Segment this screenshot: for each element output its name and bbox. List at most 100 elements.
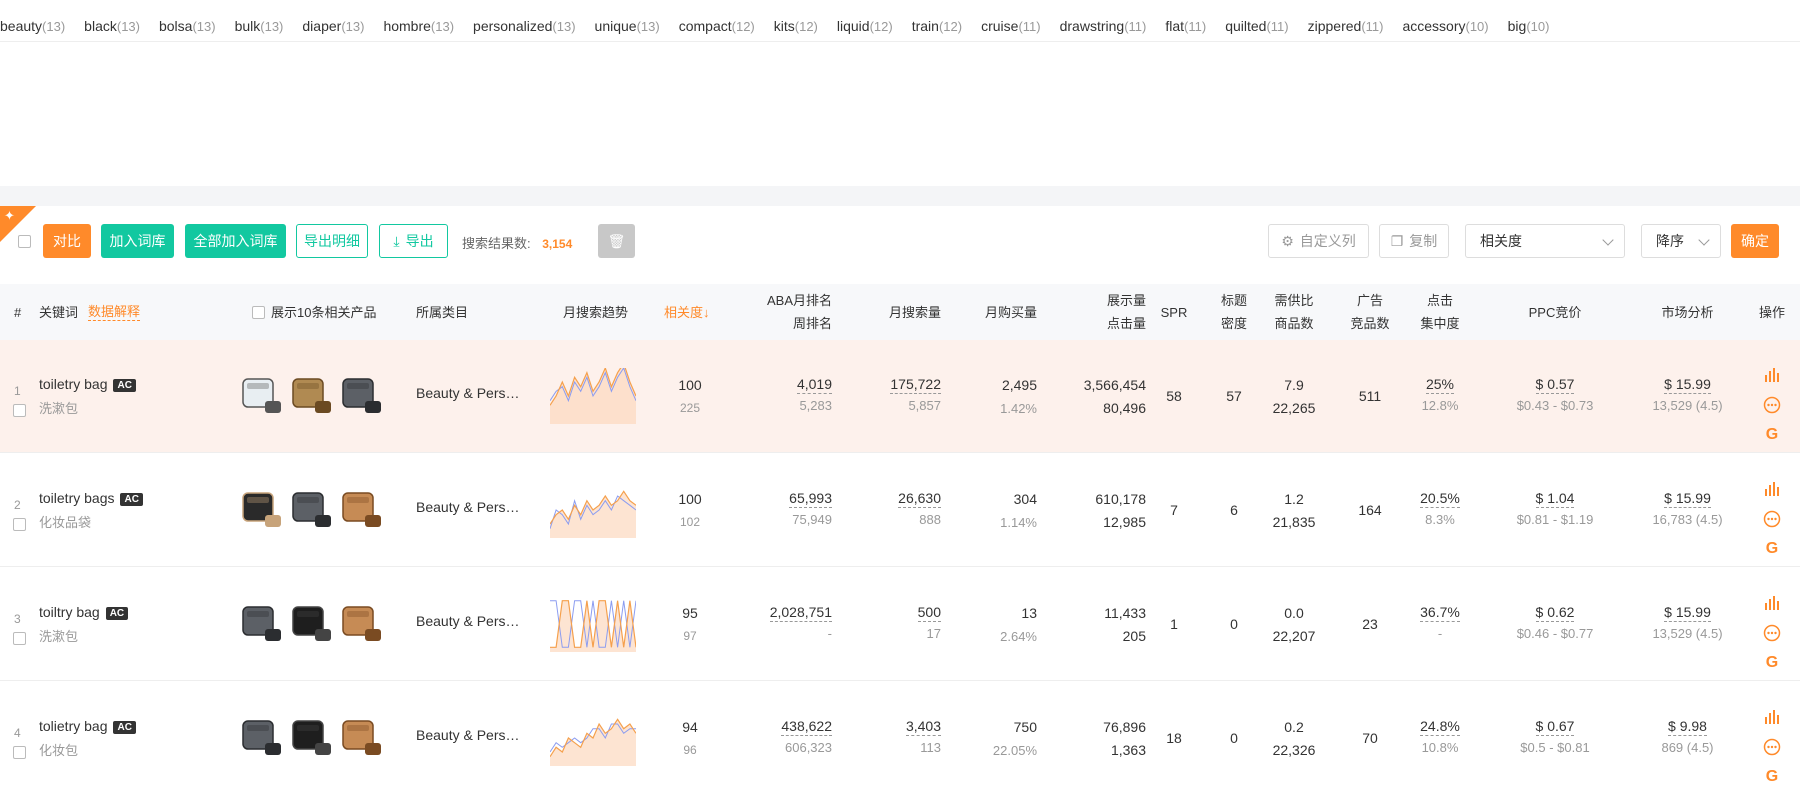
keyword-text[interactable]: toiletry bags: [39, 490, 115, 506]
keyword-text[interactable]: tolietry bag: [39, 718, 108, 734]
keyword-tag[interactable]: drawstring(11): [1060, 18, 1147, 34]
keyword-tag[interactable]: hombre(13): [383, 18, 454, 34]
keyword-tag[interactable]: kits(12): [774, 18, 818, 34]
bar-chart-icon[interactable]: [1762, 474, 1782, 504]
more-icon[interactable]: [1762, 504, 1782, 534]
keyword-tag[interactable]: train(12): [912, 18, 962, 34]
product-thumbnail[interactable]: [239, 597, 285, 647]
data-explain-link[interactable]: 数据解释: [88, 303, 141, 321]
more-icon[interactable]: [1762, 618, 1782, 648]
keyword-tag[interactable]: unique(13): [595, 18, 660, 34]
row-checkbox[interactable]: [13, 518, 26, 531]
search-trend-chart[interactable]: [549, 361, 637, 424]
keyword-tag[interactable]: zippered(11): [1308, 18, 1384, 34]
table-row[interactable]: 1 toiletry bag AC 洗漱包 Beauty & Personal C…: [0, 340, 1800, 453]
col-impressions[interactable]: 展示量 点击量: [1040, 284, 1146, 340]
product-thumbnail[interactable]: [339, 483, 385, 533]
ppc-value[interactable]: $ 0.62: [1535, 604, 1575, 622]
ppc-value[interactable]: $ 0.57: [1535, 376, 1575, 394]
export-detail-button[interactable]: 导出明细: [296, 224, 368, 258]
keyword-tag[interactable]: cruise(11): [981, 18, 1041, 34]
search-volume-value[interactable]: 3,403: [905, 718, 941, 736]
aba-rank-value[interactable]: 65,993: [789, 490, 832, 508]
table-row[interactable]: 3 toiltry bag AC 洗漱包 Beauty & Personal Ca…: [0, 568, 1800, 681]
ppc-value[interactable]: $ 0.67: [1535, 718, 1575, 736]
market-price[interactable]: $ 9.98: [1668, 718, 1707, 736]
click-concentration-value[interactable]: 36.7%: [1420, 604, 1460, 622]
col-ads[interactable]: 广告 竞品数: [1342, 284, 1398, 340]
keyword-tag[interactable]: personalized(13): [473, 18, 576, 34]
col-spr[interactable]: SPR: [1160, 304, 1188, 320]
custom-columns-button[interactable]: ⚙ 自定义列: [1268, 224, 1369, 258]
keyword-tag[interactable]: compact(12): [679, 18, 755, 34]
market-price[interactable]: $ 15.99: [1664, 604, 1711, 622]
keyword-cell[interactable]: toiletry bags AC: [39, 490, 143, 506]
row-checkbox[interactable]: [13, 404, 26, 417]
google-icon[interactable]: G: [1765, 540, 1779, 557]
keyword-tag[interactable]: flat(11): [1165, 18, 1206, 34]
aba-rank-value[interactable]: 4,019: [796, 376, 832, 394]
show-products-checkbox[interactable]: [252, 305, 265, 319]
keyword-tag[interactable]: liquid(12): [837, 18, 893, 34]
search-volume-value[interactable]: 500: [917, 604, 941, 622]
col-market[interactable]: 市场分析: [1661, 304, 1714, 320]
click-concentration-value[interactable]: 24.8%: [1420, 718, 1460, 736]
product-thumbnail[interactable]: [289, 483, 335, 533]
delete-button[interactable]: 🗑: [598, 224, 635, 258]
search-trend-chart[interactable]: [549, 482, 637, 538]
search-volume-value[interactable]: 175,722: [890, 376, 941, 394]
keyword-cell[interactable]: toiltry bag AC: [39, 604, 129, 620]
keyword-cell[interactable]: tolietry bag AC: [39, 718, 136, 734]
market-price[interactable]: $ 15.99: [1664, 376, 1711, 394]
search-trend-chart[interactable]: [550, 596, 637, 652]
product-thumbnail[interactable]: [339, 597, 385, 647]
google-icon[interactable]: G: [1765, 654, 1779, 671]
compare-button[interactable]: 对比: [43, 224, 91, 258]
col-title-density[interactable]: 标题 密度: [1215, 284, 1253, 340]
more-icon[interactable]: [1762, 390, 1782, 420]
col-show-products[interactable]: 展示10条相关产品: [252, 284, 376, 340]
search-trend-chart[interactable]: [549, 710, 637, 766]
row-checkbox[interactable]: [13, 632, 26, 645]
keyword-tag[interactable]: beauty(13): [0, 18, 65, 34]
aba-rank-value[interactable]: 438,622: [781, 718, 832, 736]
product-thumbnail[interactable]: [239, 369, 285, 419]
market-price[interactable]: $ 15.99: [1664, 490, 1711, 508]
bar-chart-icon[interactable]: [1762, 588, 1782, 618]
more-icon[interactable]: [1762, 732, 1782, 762]
col-ppc[interactable]: PPC竞价: [1528, 304, 1582, 320]
product-thumbnail[interactable]: [289, 369, 335, 419]
product-thumbnail[interactable]: [239, 711, 285, 761]
google-icon[interactable]: G: [1765, 426, 1779, 443]
col-aba-rank[interactable]: ABA月排名 周排名: [728, 284, 832, 340]
keyword-tag[interactable]: big(10): [1508, 18, 1550, 34]
keyword-tag[interactable]: accessory(10): [1402, 18, 1488, 34]
keyword-tag[interactable]: diaper(13): [302, 18, 364, 34]
bar-chart-icon[interactable]: [1762, 360, 1782, 390]
ppc-value[interactable]: $ 1.04: [1535, 490, 1575, 508]
row-checkbox[interactable]: [13, 746, 26, 759]
add-lexicon-button[interactable]: 加入词库: [101, 224, 174, 258]
google-icon[interactable]: G: [1765, 768, 1779, 785]
sort-field-select[interactable]: 相关度: [1465, 224, 1625, 258]
keyword-text[interactable]: toiltry bag: [39, 604, 100, 620]
keyword-tag[interactable]: black(13): [84, 18, 140, 34]
aba-rank-value[interactable]: 2,028,751: [769, 604, 832, 622]
keyword-cell[interactable]: toiletry bag AC: [39, 376, 136, 392]
col-purchase[interactable]: 月购买量: [984, 304, 1037, 320]
confirm-button[interactable]: 确定: [1731, 224, 1779, 258]
col-keyword[interactable]: 关键词 数据解释: [39, 284, 141, 340]
add-all-lexicon-button[interactable]: 全部加入词库: [185, 224, 286, 258]
search-volume-value[interactable]: 26,630: [898, 490, 941, 508]
keyword-tag[interactable]: bolsa(13): [159, 18, 216, 34]
click-concentration-value[interactable]: 25%: [1425, 376, 1455, 394]
product-thumbnail[interactable]: [339, 369, 385, 419]
col-supply-ratio[interactable]: 需供比 商品数: [1264, 284, 1324, 340]
col-search-volume[interactable]: 月搜索量: [888, 304, 941, 320]
keyword-tag[interactable]: quilted(11): [1225, 18, 1288, 34]
product-thumbnail[interactable]: [289, 711, 335, 761]
col-relevance[interactable]: 相关度 ↓: [664, 284, 710, 340]
bar-chart-icon[interactable]: [1762, 702, 1782, 732]
sort-order-select[interactable]: 降序: [1641, 224, 1721, 258]
product-thumbnail[interactable]: [339, 711, 385, 761]
